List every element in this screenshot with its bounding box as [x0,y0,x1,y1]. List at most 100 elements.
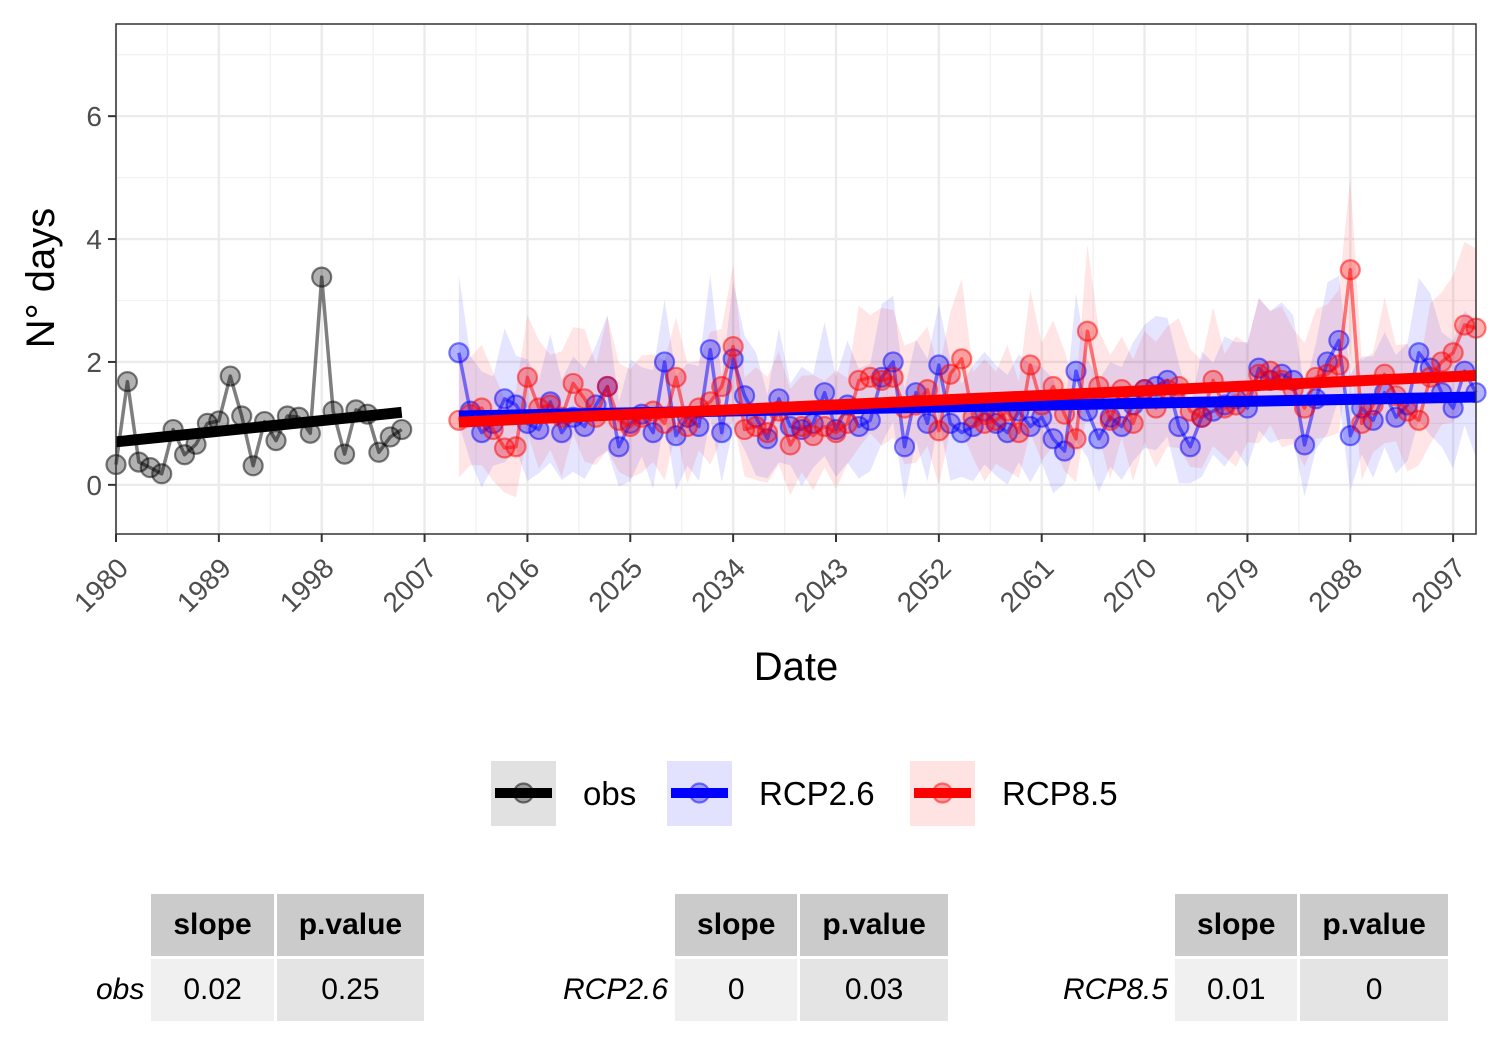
trend-line-rcp85 [458,369,1477,428]
y-tick-label: 6 [86,101,102,132]
data-point-rcp26 [882,351,904,373]
data-point-obs [151,463,173,485]
x-tick-label: 1998 [274,552,340,618]
legend-item-obs: obs [491,761,636,826]
pvalue-value: 0 [1300,959,1448,1021]
table-corner [88,894,148,956]
data-point-obs [242,455,264,477]
data-point-rcp85 [813,415,836,438]
data-point-rcp85 [1339,259,1361,281]
data-point-rcp85 [1191,406,1213,428]
series-line-obs [114,275,403,476]
data-point-rcp85 [711,375,733,398]
data-point-obs [219,365,241,387]
data-point-rcp85 [596,375,619,398]
legend-item-rcp85: RCP8.5 [910,761,1118,826]
data-point-rcp85 [573,388,596,410]
slope-value: 0.02 [151,959,274,1021]
slope-value: 0.01 [1175,959,1298,1021]
row-label: RCP8.5 [1063,973,1169,1006]
stats-table-rcp85: slope p.value RCP8.5 0.01 0 [1052,891,1451,1024]
data-point-rcp85 [1076,320,1099,342]
legend-label-obs: obs [583,775,636,812]
data-point-rcp26 [1065,360,1087,382]
x-tick-label: 2016 [480,552,546,618]
y-axis-title: N° days [19,208,63,349]
data-point-rcp85 [756,422,779,444]
panel-border [115,23,1477,535]
data-point-rcp26 [1168,415,1190,438]
trend-lines [115,369,1477,448]
data-point-rcp26 [551,422,573,444]
data-point-rcp26 [608,436,630,458]
data-point-obs [139,457,161,479]
x-tick-label: 2061 [994,552,1060,618]
data-point-rcp85 [779,434,801,456]
data-point-rcp85 [939,363,961,385]
legend: obs RCP2.6 RCP8.5 [491,761,1118,826]
data-point-rcp85 [676,415,699,438]
data-point-rcp85 [516,366,539,388]
row-label: RCP2.6 [563,973,669,1006]
column-header-slope: slope [151,894,274,956]
data-point-rcp85 [928,420,950,442]
data-point-rcp26 [493,388,516,410]
data-point-rcp85 [1328,354,1350,376]
column-header-pvalue: p.value [1300,894,1448,956]
data-point-rcp26 [699,339,721,361]
data-point-obs [116,371,139,393]
data-point-rcp85 [665,366,687,388]
data-point-obs [391,418,413,441]
data-point-rcp26 [813,382,836,404]
data-point-rcp85 [722,335,744,358]
legend-label-rcp85: RCP8.5 [1002,775,1118,812]
data-point-rcp85 [1351,412,1373,434]
data-point-rcp26 [1179,436,1201,458]
pvalue-value: 0.03 [800,959,948,1021]
data-point-rcp85 [745,415,767,438]
x-tick-label: 2079 [1200,552,1266,618]
x-tick-label: 2025 [582,552,648,618]
chart: 1980 1989 1998 2007 2016 2025 2034 2043 2052 2061… [19,23,1487,826]
data-point-obs [333,443,356,465]
data-point-obs [379,426,401,448]
column-header-pvalue: p.value [276,894,425,956]
data-point-rcp85 [562,372,584,395]
x-tick-label: 2097 [1405,552,1471,618]
stats-table-obs: slope p.value obs 0.02 0.25 [85,891,427,1024]
data-point-rcp85 [836,412,859,434]
data-point-obs [265,430,287,452]
data-point-rcp85 [1442,342,1464,364]
data-point-rcp26 [1293,434,1316,456]
data-point-rcp26 [448,342,470,364]
legend-point-rcp85 [931,782,954,804]
data-point-rcp85 [1122,412,1144,434]
column-header-slope: slope [1175,894,1298,956]
table-corner [1055,894,1172,956]
data-point-rcp26 [951,422,973,444]
data-point-rcp26 [653,351,676,373]
x-tick-label: 2070 [1097,552,1163,618]
x-tick-label: 1989 [171,552,237,618]
x-tick-label: 2034 [685,552,751,618]
x-axis-title: Date [754,645,839,689]
x-tick-label: 2043 [788,552,854,618]
data-point-obs [368,441,390,463]
data-point-rcp26 [1328,329,1350,352]
y-tick-label: 2 [86,347,102,378]
legend-item-rcp26: RCP2.6 [667,761,875,826]
column-header-pvalue: p.value [800,894,948,956]
y-tick-label: 0 [86,470,102,501]
pvalue-value: 0.25 [276,959,425,1021]
data-point-rcp85 [882,366,904,388]
data-point-rcp26 [893,436,916,458]
stats-table-rcp26: slope p.value RCP2.6 0 0.03 [552,891,951,1024]
data-point-rcp85 [1408,409,1430,431]
x-tick-label: 2088 [1302,552,1368,618]
data-point-rcp85 [1008,422,1030,444]
data-point-rcp85 [951,348,973,370]
trend-line-obs [115,406,403,448]
column-header-slope: slope [675,894,798,956]
table-corner [555,894,672,956]
series-layer [105,259,1487,485]
